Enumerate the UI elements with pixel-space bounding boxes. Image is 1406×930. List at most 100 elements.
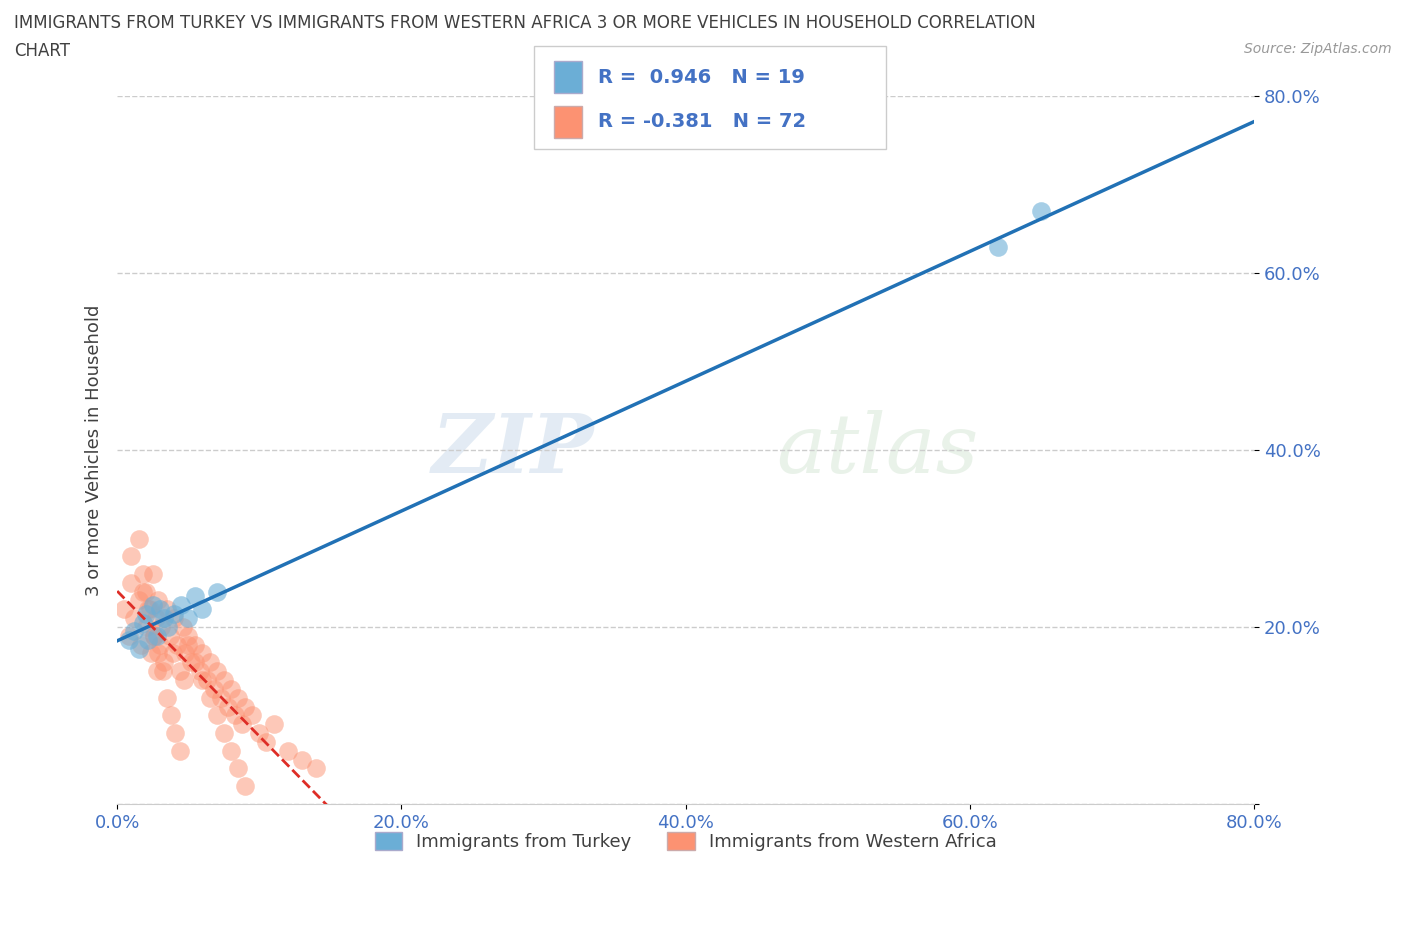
Point — [177, 637, 200, 652]
Point — [156, 690, 179, 705]
Point — [163, 606, 186, 621]
Point — [166, 637, 188, 652]
Point — [184, 655, 207, 670]
Point — [122, 611, 145, 626]
Point — [184, 589, 207, 604]
Point — [188, 664, 211, 679]
Point — [202, 682, 225, 697]
Text: IMMIGRANTS FROM TURKEY VS IMMIGRANTS FROM WESTERN AFRICA 3 OR MORE VEHICLES IN H: IMMIGRANTS FROM TURKEY VS IMMIGRANTS FRO… — [14, 14, 1036, 32]
Point — [153, 655, 176, 670]
Point — [143, 629, 166, 644]
Point — [135, 606, 157, 621]
Point — [160, 708, 183, 723]
Point — [247, 725, 270, 740]
Point — [146, 629, 169, 644]
Text: Source: ZipAtlas.com: Source: ZipAtlas.com — [1244, 42, 1392, 56]
Point — [163, 611, 186, 626]
Text: R = -0.381   N = 72: R = -0.381 N = 72 — [598, 113, 806, 131]
Point — [148, 593, 170, 608]
Point — [226, 761, 249, 776]
Point — [159, 629, 181, 644]
Text: CHART: CHART — [14, 42, 70, 60]
Point — [987, 239, 1010, 254]
Point — [135, 619, 157, 634]
Point — [180, 655, 202, 670]
Point — [135, 584, 157, 599]
Point — [142, 566, 165, 581]
Point — [263, 717, 285, 732]
Point — [132, 566, 155, 581]
Point — [138, 602, 160, 617]
Y-axis label: 3 or more Vehicles in Household: 3 or more Vehicles in Household — [86, 304, 103, 596]
Point — [139, 602, 162, 617]
Point — [128, 531, 150, 546]
Point — [153, 611, 176, 626]
Point — [128, 593, 150, 608]
Point — [169, 664, 191, 679]
Point — [152, 664, 174, 679]
Point — [138, 632, 160, 647]
Point — [145, 611, 167, 626]
Point — [254, 735, 277, 750]
Point — [191, 672, 214, 687]
Point — [156, 602, 179, 617]
Point — [219, 743, 242, 758]
Point — [173, 672, 195, 687]
Point — [143, 629, 166, 644]
Point — [132, 584, 155, 599]
Point — [174, 646, 197, 661]
Point — [195, 672, 218, 687]
Point — [233, 778, 256, 793]
Point — [170, 597, 193, 612]
Point — [224, 708, 246, 723]
Point — [231, 717, 253, 732]
Point — [212, 672, 235, 687]
Point — [217, 699, 239, 714]
Point — [212, 725, 235, 740]
Point — [165, 725, 187, 740]
Point — [1029, 204, 1052, 219]
Point — [226, 690, 249, 705]
Point — [198, 655, 221, 670]
Point — [219, 682, 242, 697]
Point — [240, 708, 263, 723]
Point — [117, 632, 139, 647]
Point — [205, 664, 228, 679]
Point — [233, 699, 256, 714]
Point — [149, 637, 172, 652]
Point — [157, 619, 180, 634]
Point — [205, 708, 228, 723]
Text: ZIP: ZIP — [432, 410, 595, 490]
Point — [142, 597, 165, 612]
Point — [131, 637, 153, 652]
Point — [305, 761, 328, 776]
Point — [177, 629, 200, 644]
Point — [150, 619, 173, 634]
Point — [177, 611, 200, 626]
Point — [209, 690, 232, 705]
Point — [172, 619, 194, 634]
Point — [117, 629, 139, 644]
Point — [122, 624, 145, 639]
Text: R =  0.946   N = 19: R = 0.946 N = 19 — [598, 68, 804, 86]
Point — [277, 743, 299, 758]
Point — [184, 637, 207, 652]
Point — [112, 602, 135, 617]
Point — [141, 646, 163, 661]
Point — [291, 752, 314, 767]
Point — [146, 664, 169, 679]
Point — [198, 690, 221, 705]
Point — [149, 602, 172, 617]
Point — [120, 576, 142, 591]
Point — [191, 646, 214, 661]
Point — [191, 602, 214, 617]
Point — [120, 549, 142, 564]
Legend: Immigrants from Turkey, Immigrants from Western Africa: Immigrants from Turkey, Immigrants from … — [367, 825, 1004, 858]
Point — [169, 743, 191, 758]
Point — [162, 646, 184, 661]
Point — [205, 584, 228, 599]
Text: atlas: atlas — [776, 410, 979, 490]
Point — [128, 642, 150, 657]
Point — [148, 646, 170, 661]
Point — [132, 615, 155, 630]
